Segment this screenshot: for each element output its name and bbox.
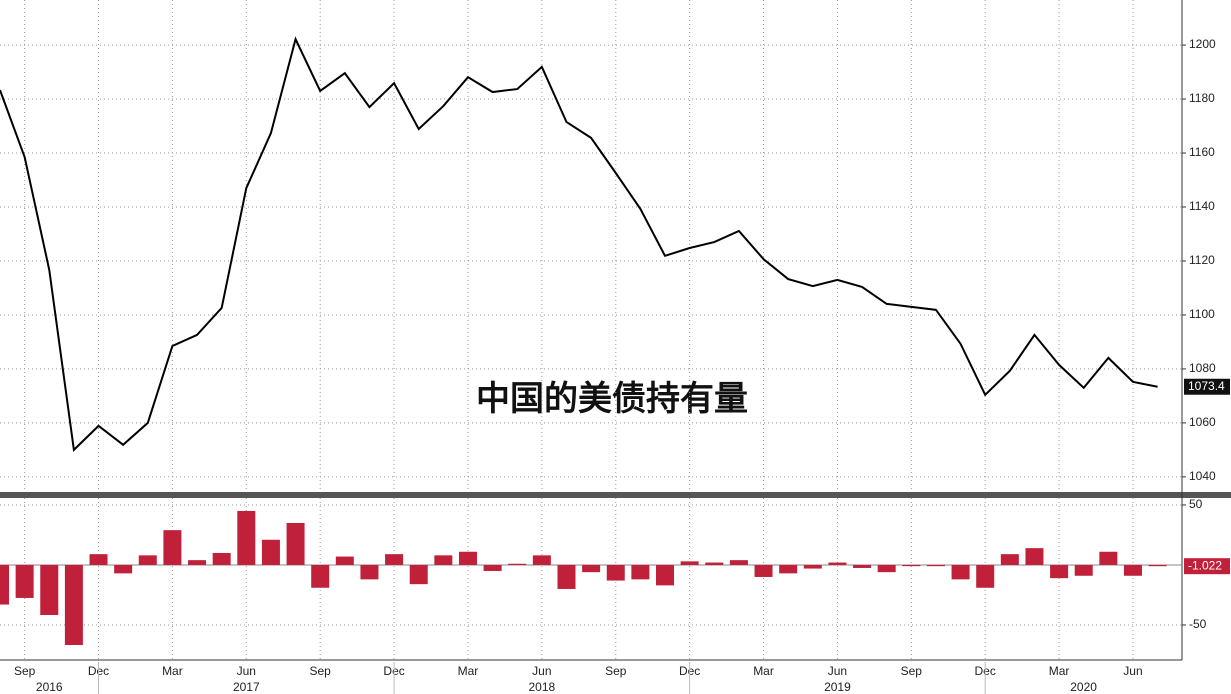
bar — [1025, 548, 1044, 565]
x-tick-label: Mar — [1049, 664, 1070, 678]
bar — [828, 562, 847, 565]
y-tick-label: 1120 — [1189, 253, 1215, 267]
x-tick-label: Jun — [1123, 664, 1142, 678]
bar — [40, 564, 59, 615]
bar — [458, 551, 477, 565]
bar — [656, 564, 675, 586]
bar — [1074, 564, 1093, 576]
y-tick-label: 1200 — [1189, 37, 1216, 51]
year-label: 2016 — [36, 680, 63, 694]
bar — [188, 560, 207, 565]
bar — [1099, 551, 1118, 565]
x-tick-label: Sep — [901, 664, 923, 678]
last-value-label: -1.022 — [1188, 558, 1222, 572]
bar — [951, 564, 970, 580]
x-tick-label: Mar — [753, 664, 774, 678]
bar — [1000, 554, 1019, 565]
bar — [1050, 564, 1069, 579]
bar — [532, 555, 551, 565]
x-tick-label: Jun — [532, 664, 551, 678]
y-tick-label: 1100 — [1189, 307, 1215, 321]
bar — [680, 561, 699, 565]
x-tick-label: Sep — [605, 664, 627, 678]
year-label: 2019 — [824, 680, 851, 694]
bar — [606, 564, 625, 581]
y-tick-label: 1080 — [1189, 361, 1216, 375]
bar — [976, 564, 995, 588]
y-tick-label: 1060 — [1189, 415, 1216, 429]
panel-divider — [0, 492, 1231, 498]
bar — [1148, 564, 1167, 567]
bar — [483, 564, 502, 571]
bar — [877, 564, 896, 573]
y-tick-label: 1180 — [1189, 91, 1215, 105]
last-value-box — [1184, 558, 1230, 575]
bar — [557, 564, 576, 589]
bar — [261, 539, 280, 565]
bar — [335, 556, 354, 565]
year-label: 2017 — [233, 680, 260, 694]
y-tick-label: 1140 — [1189, 199, 1215, 213]
x-tick-label: Jun — [828, 664, 847, 678]
bar — [705, 562, 724, 565]
bar — [754, 564, 773, 577]
y-tick-label: -50 — [1189, 617, 1207, 631]
bar — [311, 564, 330, 588]
bar — [803, 564, 822, 569]
line — [0, 36, 1158, 452]
annotation: 中国的美债持有量 — [476, 380, 748, 418]
bar — [64, 564, 83, 645]
bar — [237, 510, 256, 565]
y-tick-label: 1160 — [1189, 145, 1215, 159]
last-value-box — [1184, 378, 1230, 395]
bar — [409, 564, 428, 585]
bar — [0, 564, 9, 605]
bar — [729, 560, 748, 565]
bar — [853, 564, 872, 568]
bar — [138, 555, 157, 565]
x-tick-label: Sep — [310, 664, 332, 678]
bar — [385, 554, 404, 565]
bar — [1123, 564, 1142, 576]
y-tick-label: 50 — [1189, 497, 1203, 511]
bar — [15, 564, 34, 598]
bar — [286, 522, 305, 565]
x-tick-label: Mar — [162, 664, 183, 678]
x-tick-label: Jun — [237, 664, 256, 678]
bar — [163, 530, 182, 565]
bar — [902, 564, 921, 567]
bar — [89, 554, 108, 565]
year-label: 2020 — [1070, 680, 1097, 694]
y-tick-label: 1040 — [1189, 469, 1216, 483]
bar — [582, 564, 601, 573]
bar — [114, 564, 133, 574]
bar — [926, 564, 945, 567]
bar — [360, 564, 379, 580]
year-label: 2018 — [529, 680, 556, 694]
x-tick-label: Sep — [14, 664, 36, 678]
bar — [779, 564, 798, 574]
bar — [434, 555, 453, 565]
last-value-label: 1073.4 — [1188, 379, 1225, 393]
bar — [212, 552, 231, 565]
bar — [631, 564, 650, 580]
bar — [508, 563, 527, 565]
x-tick-label: Mar — [458, 664, 479, 678]
